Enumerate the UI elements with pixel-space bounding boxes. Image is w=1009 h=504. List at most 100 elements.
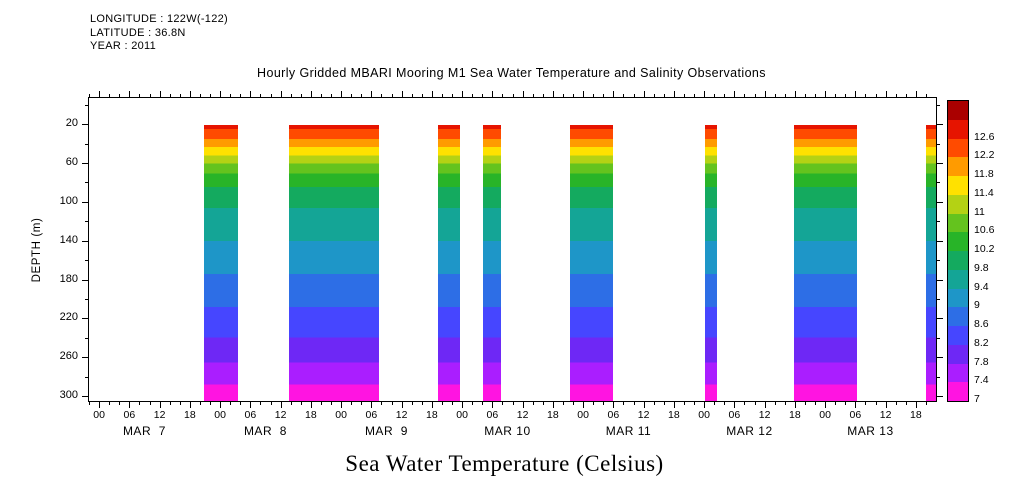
y-tick-label: 60 (65, 156, 78, 169)
x-minor-tick (532, 402, 534, 405)
x-minor-tick (865, 402, 867, 405)
x-major-tick (613, 402, 615, 408)
x-minor-tick (260, 402, 262, 405)
x-major-tick-top (492, 91, 494, 97)
x-major-tick (522, 402, 524, 408)
x-minor-tick-top (421, 94, 423, 97)
x-tick-label: 06 (849, 409, 862, 421)
x-major-tick-top (855, 91, 857, 97)
x-minor-tick (210, 402, 211, 405)
x-minor-tick-top (562, 94, 564, 97)
x-major-tick-top (250, 91, 252, 97)
x-minor-tick-top (653, 94, 655, 97)
x-major-tick-top (885, 91, 887, 97)
x-minor-tick-top (169, 94, 171, 97)
y-minor-tick-right (937, 221, 940, 223)
y-major-tick (82, 201, 88, 203)
x-tick-label: 12 (516, 409, 529, 421)
x-minor-tick (109, 402, 111, 405)
y-major-tick (82, 124, 88, 126)
x-minor-tick (724, 402, 726, 405)
x-major-tick-top (99, 91, 101, 97)
x-minor-tick-top (663, 94, 665, 97)
x-minor-tick-top (381, 94, 383, 97)
x-tick-label: 12 (637, 409, 650, 421)
x-day-label: MAR 7 (122, 424, 166, 438)
x-major-tick-top (371, 91, 373, 97)
y-minor-tick-right (937, 299, 940, 300)
colorbar-segment (948, 288, 968, 308)
y-minor-tick (85, 182, 88, 184)
x-minor-tick-top (633, 94, 635, 97)
x-minor-tick (452, 402, 453, 405)
x-minor-tick (542, 402, 544, 405)
x-minor-tick-top (774, 94, 776, 97)
y-minor-tick (85, 260, 88, 262)
x-minor-tick-top (603, 94, 605, 97)
colorbar-segment (948, 326, 968, 345)
x-minor-tick-top (260, 94, 262, 97)
x-minor-tick (230, 402, 232, 405)
x-minor-tick (351, 402, 353, 405)
x-minor-tick (633, 402, 635, 405)
x-day-label: MAR 10 (484, 424, 531, 438)
x-major-tick (855, 402, 857, 408)
x-major-tick (159, 402, 161, 408)
colorbar-segment (948, 382, 968, 401)
x-minor-tick (815, 402, 816, 405)
x-minor-tick (240, 402, 242, 405)
x-major-tick (431, 402, 433, 408)
colorbar-segment (948, 119, 968, 139)
data-band (483, 125, 501, 401)
x-minor-tick (199, 402, 201, 405)
x-minor-tick-top (875, 94, 877, 97)
x-minor-tick (754, 402, 756, 405)
x-minor-tick-top (532, 94, 534, 97)
x-tick-label: 06 (486, 409, 499, 421)
y-major-tick-right (937, 357, 943, 359)
x-major-tick-top (341, 91, 343, 97)
x-major-tick-top (462, 91, 464, 97)
y-minor-tick (85, 337, 88, 339)
x-minor-tick (774, 402, 776, 405)
x-tick-label: 12 (879, 409, 892, 421)
x-day-label: MAR 9 (364, 424, 408, 438)
y-tick-label: 20 (65, 117, 78, 130)
x-minor-tick (573, 402, 574, 405)
x-tick-label: 12 (274, 409, 287, 421)
y-tick-label: 140 (59, 233, 78, 246)
x-minor-tick-top (714, 94, 716, 97)
colorbar-segment (948, 307, 968, 326)
x-minor-tick-top (754, 94, 756, 97)
y-minor-tick (85, 104, 88, 106)
colorbar-segment (948, 251, 968, 270)
x-minor-tick-top (109, 94, 111, 97)
x-minor-tick (925, 402, 927, 405)
colorbar-label: 7.4 (974, 374, 989, 387)
y-minor-tick-right (937, 104, 940, 106)
x-minor-tick (149, 402, 151, 405)
x-minor-tick-top (804, 94, 806, 97)
x-minor-tick-top (210, 94, 211, 97)
x-minor-tick-top (865, 94, 867, 97)
x-minor-tick-top (512, 94, 514, 97)
x-major-tick (764, 402, 766, 408)
x-minor-tick (300, 402, 302, 405)
x-tick-label: 00 (819, 409, 831, 421)
x-minor-tick (441, 402, 443, 405)
colorbar-label: 9.4 (974, 280, 989, 293)
x-minor-tick-top (240, 94, 242, 97)
colorbar-label: 8.6 (974, 318, 989, 330)
x-major-tick (99, 402, 101, 408)
colorbar (947, 100, 969, 402)
colorbar-label: 10.6 (974, 224, 995, 237)
y-major-tick (82, 163, 88, 165)
x-major-tick-top (159, 91, 161, 97)
y-tick-label: 300 (59, 389, 78, 402)
x-major-tick (462, 402, 464, 408)
x-major-tick (280, 402, 282, 408)
x-tick-label: 18 (183, 409, 196, 421)
x-minor-tick-top (179, 94, 181, 97)
x-minor-tick-top (925, 94, 927, 97)
